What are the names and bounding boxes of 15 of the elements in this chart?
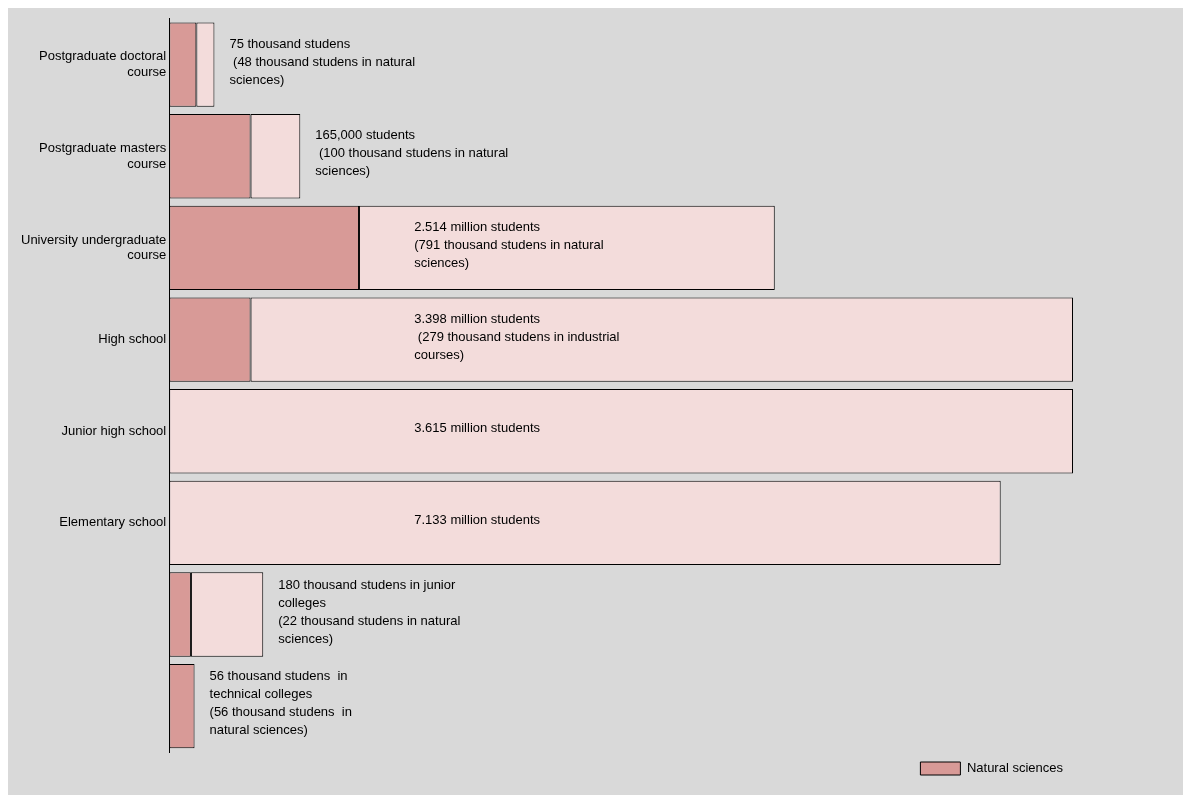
y-tick-label: Elementary school [59, 514, 167, 530]
y-tick-label: Postgraduate doctoral course [39, 48, 167, 79]
annotation: 2.514 million students (791 thousand studens in natural sciences) [414, 219, 604, 270]
annotation: 3.615 million students [414, 420, 541, 436]
annotation: 165,000 students (100 thousand studens in natural sciences) [315, 127, 509, 179]
y-tick-label: University undergraduate course [21, 231, 167, 263]
y-tick-label: High school [98, 331, 167, 347]
y-tick-label: Postgraduate masters course [39, 140, 167, 171]
y-tick-label: Junior high school [61, 422, 167, 438]
annotation: 7.133 million students [414, 511, 541, 527]
legend-label: Natural sciences [966, 760, 1064, 776]
annotation: 180 thousand studens in junior colleges (22 thousand studens in natural sciences) [278, 576, 461, 646]
annotation: 75 thousand studens (48 thousand studens in natural sciences) [229, 35, 416, 87]
annotation: 56 thousand studens in technical colleges (56 thousand studens in natural sciences) [209, 668, 352, 738]
annotation: 3.398 million students (279 thousand studens in industrial courses) [414, 310, 620, 362]
